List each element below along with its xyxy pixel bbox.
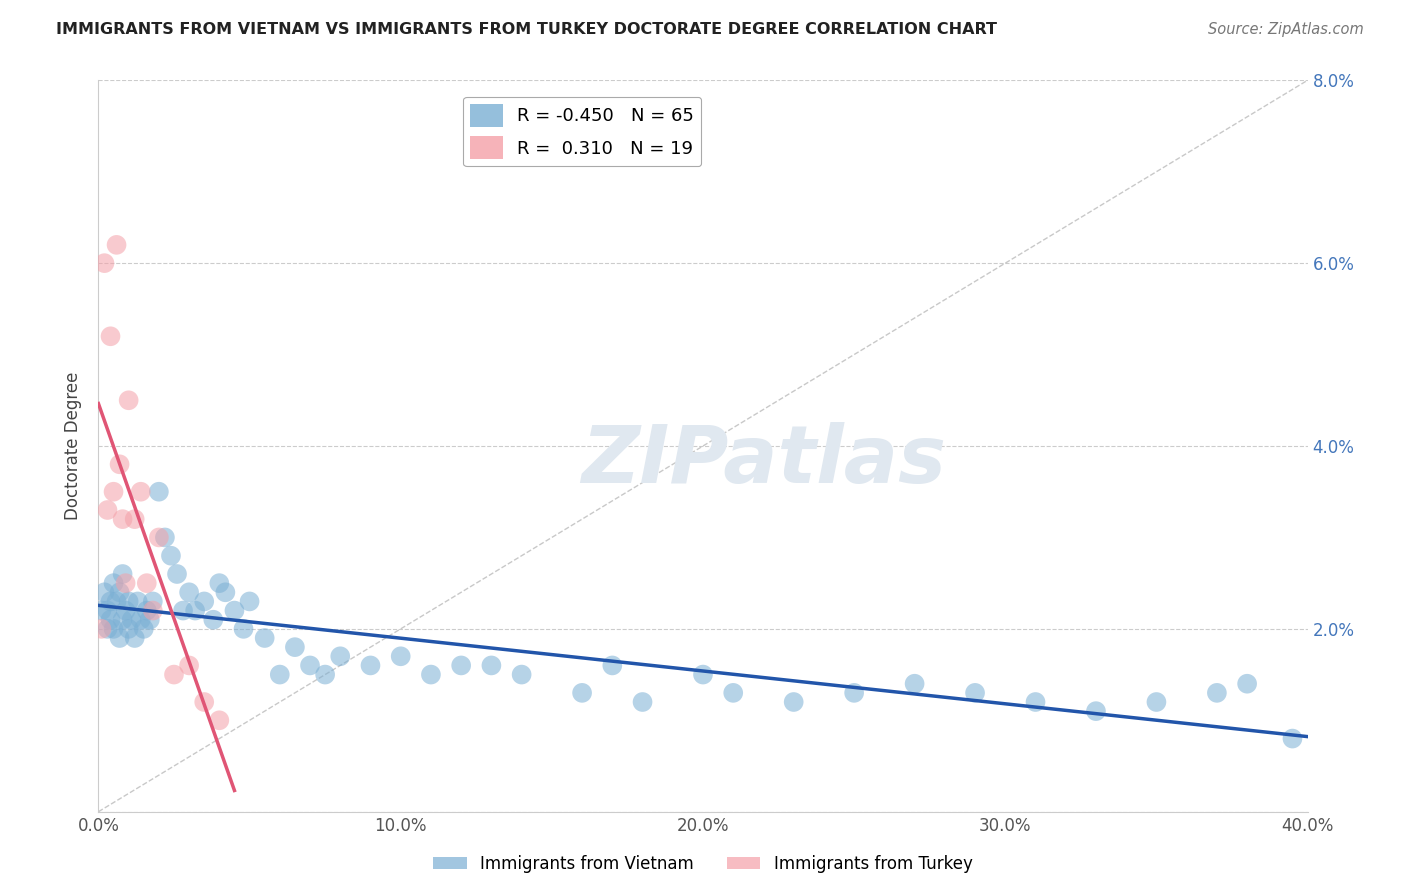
Point bbox=[904, 676, 927, 690]
Point bbox=[329, 649, 352, 664]
Point bbox=[114, 576, 136, 591]
Point bbox=[114, 604, 136, 618]
Point bbox=[783, 695, 806, 709]
Point bbox=[93, 256, 115, 270]
Point bbox=[127, 594, 149, 608]
Point bbox=[510, 667, 533, 681]
Point bbox=[121, 613, 143, 627]
Point bbox=[124, 631, 146, 645]
Point bbox=[132, 622, 155, 636]
Point bbox=[139, 613, 162, 627]
Point bbox=[232, 622, 254, 636]
Point bbox=[1281, 731, 1303, 746]
Point bbox=[118, 594, 141, 608]
Point bbox=[96, 622, 118, 636]
Point bbox=[108, 458, 131, 472]
Point bbox=[179, 585, 201, 599]
Point bbox=[90, 604, 112, 618]
Point bbox=[1236, 676, 1258, 690]
Point bbox=[208, 576, 231, 591]
Point bbox=[105, 238, 128, 252]
Point bbox=[108, 585, 131, 599]
Point bbox=[844, 686, 866, 700]
Text: IMMIGRANTS FROM VIETNAM VS IMMIGRANTS FROM TURKEY DOCTORATE DEGREE CORRELATION C: IMMIGRANTS FROM VIETNAM VS IMMIGRANTS FR… bbox=[56, 22, 997, 37]
Point bbox=[135, 604, 157, 618]
Legend: Immigrants from Vietnam, Immigrants from Turkey: Immigrants from Vietnam, Immigrants from… bbox=[426, 848, 980, 880]
Point bbox=[129, 484, 152, 499]
Point bbox=[111, 567, 134, 582]
Point bbox=[93, 585, 115, 599]
Point bbox=[103, 484, 125, 499]
Point bbox=[224, 604, 246, 618]
Point bbox=[253, 631, 276, 645]
Point bbox=[723, 686, 745, 700]
Point bbox=[214, 585, 236, 599]
Text: Source: ZipAtlas.com: Source: ZipAtlas.com bbox=[1208, 22, 1364, 37]
Point bbox=[481, 658, 503, 673]
Point bbox=[100, 329, 122, 343]
Point bbox=[148, 530, 170, 544]
Point bbox=[103, 576, 125, 591]
Point bbox=[314, 667, 336, 681]
Point bbox=[202, 613, 225, 627]
Point bbox=[166, 567, 188, 582]
Point bbox=[172, 604, 194, 618]
Point bbox=[108, 631, 131, 645]
Point bbox=[118, 393, 141, 408]
Point bbox=[239, 594, 262, 608]
Point bbox=[1206, 686, 1229, 700]
Point bbox=[142, 604, 165, 618]
Point bbox=[153, 530, 176, 544]
Point bbox=[602, 658, 624, 673]
Point bbox=[284, 640, 307, 655]
Point bbox=[96, 503, 118, 517]
Point bbox=[111, 613, 134, 627]
Point bbox=[129, 613, 152, 627]
Point bbox=[1024, 695, 1046, 709]
Point bbox=[360, 658, 382, 673]
Point bbox=[571, 686, 593, 700]
Point bbox=[299, 658, 322, 673]
Point bbox=[103, 622, 125, 636]
Point bbox=[193, 695, 215, 709]
Point bbox=[420, 667, 443, 681]
Point bbox=[269, 667, 291, 681]
Point bbox=[105, 594, 128, 608]
Point bbox=[163, 667, 186, 681]
Point bbox=[184, 604, 207, 618]
Point bbox=[1144, 695, 1167, 709]
Text: ZIPatlas: ZIPatlas bbox=[581, 422, 946, 500]
Point bbox=[193, 594, 215, 608]
Point bbox=[124, 512, 146, 526]
Point bbox=[692, 667, 714, 681]
Point bbox=[208, 714, 231, 728]
Legend: R = -0.450   N = 65, R =  0.310   N = 19: R = -0.450 N = 65, R = 0.310 N = 19 bbox=[463, 96, 702, 167]
Point bbox=[965, 686, 987, 700]
Point bbox=[90, 622, 112, 636]
Point bbox=[100, 613, 122, 627]
Point bbox=[179, 658, 201, 673]
Point bbox=[100, 594, 122, 608]
Point bbox=[96, 604, 118, 618]
Point bbox=[118, 622, 141, 636]
Y-axis label: Doctorate Degree: Doctorate Degree bbox=[65, 372, 83, 520]
Point bbox=[389, 649, 412, 664]
Point bbox=[148, 484, 170, 499]
Point bbox=[1085, 704, 1108, 718]
Point bbox=[160, 549, 183, 563]
Point bbox=[450, 658, 472, 673]
Point bbox=[111, 512, 134, 526]
Point bbox=[631, 695, 654, 709]
Point bbox=[142, 594, 165, 608]
Point bbox=[135, 576, 157, 591]
